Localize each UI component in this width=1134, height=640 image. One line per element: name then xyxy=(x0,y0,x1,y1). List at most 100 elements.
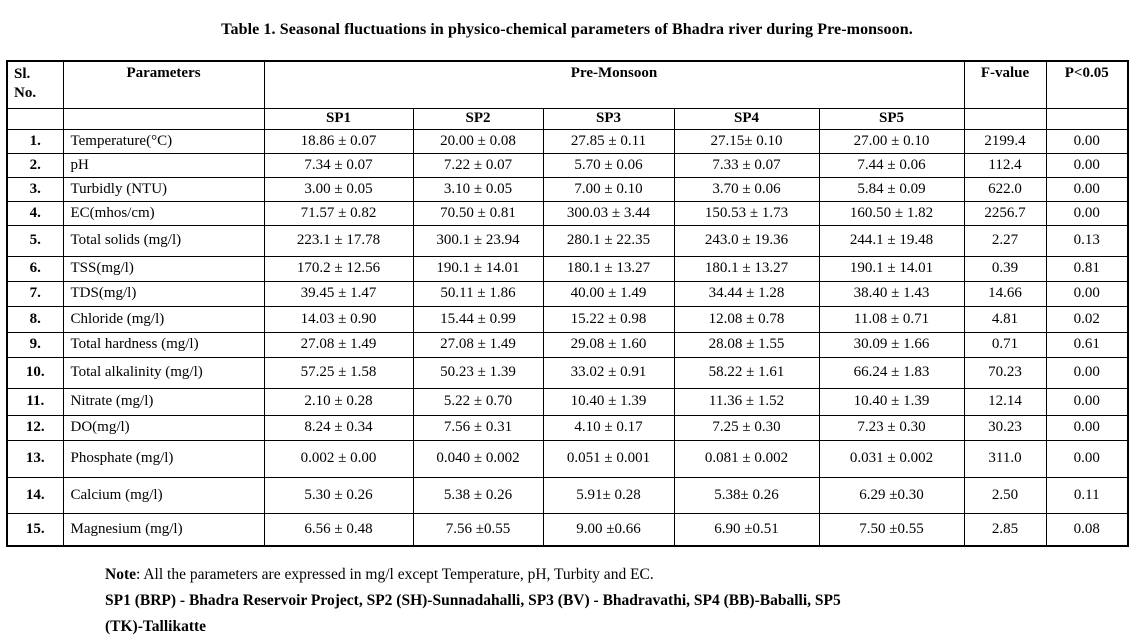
cell-sp5: 10.40 ± 1.39 xyxy=(818,387,965,416)
cell-f: 311.0 xyxy=(963,439,1047,478)
cell-f: 2.27 xyxy=(963,224,1047,257)
cell-param: Phosphate (mg/l) xyxy=(62,439,265,478)
cell-sp1: 5.30 ± 0.26 xyxy=(263,476,414,514)
cell-sp2: 5.22 ± 0.70 xyxy=(412,387,544,416)
cell-f: 2.50 xyxy=(963,476,1047,514)
table-row: 6. TSS(mg/l) 170.2 ± 12.56 190.1 ± 14.01 180… xyxy=(6,255,1129,282)
header-station-sp3: SP3 xyxy=(542,107,675,130)
header-parameters: Parameters xyxy=(62,60,265,109)
note-line: Note: All the parameters are expressed i… xyxy=(105,562,1025,588)
cell-sp3: 280.1 ± 22.35 xyxy=(542,224,675,257)
cell-param: DO(mg/l) xyxy=(62,414,265,441)
cell-sp5: 7.50 ±0.55 xyxy=(818,512,965,547)
cell-sp4: 12.08 ± 0.78 xyxy=(673,305,820,333)
cell-sp2: 3.10 ± 0.05 xyxy=(412,176,544,202)
header-p-value: P<0.05 xyxy=(1045,60,1129,109)
cell-f: 4.81 xyxy=(963,305,1047,333)
cell-sp3: 300.03 ± 3.44 xyxy=(542,200,675,226)
cell-p: 0.00 xyxy=(1045,152,1129,178)
cell-no: 6. xyxy=(6,255,64,282)
cell-param: Temperature(°C) xyxy=(62,128,265,154)
cell-sp4: 243.0 ± 19.36 xyxy=(673,224,820,257)
cell-param: Magnesium (mg/l) xyxy=(62,512,265,547)
cell-sp4: 7.25 ± 0.30 xyxy=(673,414,820,441)
cell-sp4: 180.1 ± 13.27 xyxy=(673,255,820,282)
page-title: Table 1. Seasonal fluctuations in physic… xyxy=(221,21,913,38)
cell-sp4: 5.38± 0.26 xyxy=(673,476,820,514)
cell-sp2: 190.1 ± 14.01 xyxy=(412,255,544,282)
cell-sp3: 180.1 ± 13.27 xyxy=(542,255,675,282)
cell-param: Total alkalinity (mg/l) xyxy=(62,356,265,389)
cell-no: 8. xyxy=(6,305,64,333)
cell-no: 14. xyxy=(6,476,64,514)
header-row-main: Sl. No. Parameters Pre-Monsoon F-value P… xyxy=(6,60,1129,109)
cell-sp2: 7.56 ± 0.31 xyxy=(412,414,544,441)
cell-sp4: 0.081 ± 0.002 xyxy=(673,439,820,478)
cell-p: 0.81 xyxy=(1045,255,1129,282)
cell-sp5: 30.09 ± 1.66 xyxy=(818,331,965,358)
cell-p: 0.13 xyxy=(1045,224,1129,257)
cell-sp5: 0.031 ± 0.002 xyxy=(818,439,965,478)
cell-sp1: 14.03 ± 0.90 xyxy=(263,305,414,333)
cell-param: TSS(mg/l) xyxy=(62,255,265,282)
header-season: Pre-Monsoon xyxy=(263,60,965,109)
table-row: 11. Nitrate (mg/l) 2.10 ± 0.28 5.22 ± 0.70 1… xyxy=(6,387,1129,416)
note-text: : All the parameters are expressed in mg… xyxy=(136,566,654,583)
cell-p: 0.00 xyxy=(1045,387,1129,416)
cell-no: 7. xyxy=(6,280,64,307)
cell-sp2: 7.56 ±0.55 xyxy=(412,512,544,547)
cell-sp1: 170.2 ± 12.56 xyxy=(263,255,414,282)
cell-p: 0.08 xyxy=(1045,512,1129,547)
cell-f: 30.23 xyxy=(963,414,1047,441)
cell-sp5: 160.50 ± 1.82 xyxy=(818,200,965,226)
header-station-sp1: SP1 xyxy=(263,107,414,130)
cell-no: 2. xyxy=(6,152,64,178)
cell-sp3: 29.08 ± 1.60 xyxy=(542,331,675,358)
cell-sp5: 190.1 ± 14.01 xyxy=(818,255,965,282)
cell-f: 12.14 xyxy=(963,387,1047,416)
cell-param: Nitrate (mg/l) xyxy=(62,387,265,416)
cell-sp4: 34.44 ± 1.28 xyxy=(673,280,820,307)
cell-sp5: 5.84 ± 0.09 xyxy=(818,176,965,202)
cell-no: 11. xyxy=(6,387,64,416)
note-stations-legend: SP1 (BRP) - Bhadra Reservoir Project, SP… xyxy=(105,592,841,635)
cell-sp2: 7.22 ± 0.07 xyxy=(412,152,544,178)
table-row: 2. pH 7.34 ± 0.07 7.22 ± 0.07 5.70 ± 0.06 7.3… xyxy=(6,152,1129,178)
cell-p: 0.11 xyxy=(1045,476,1129,514)
cell-sp2: 20.00 ± 0.08 xyxy=(412,128,544,154)
cell-f: 0.39 xyxy=(963,255,1047,282)
cell-param: Turbidly (NTU) xyxy=(62,176,265,202)
cell-p: 0.61 xyxy=(1045,331,1129,358)
cell-sp2: 15.44 ± 0.99 xyxy=(412,305,544,333)
cell-sp4: 6.90 ±0.51 xyxy=(673,512,820,547)
table-note: Note: All the parameters are expressed i… xyxy=(105,562,1025,640)
cell-sp4: 7.33 ± 0.07 xyxy=(673,152,820,178)
cell-p: 0.00 xyxy=(1045,280,1129,307)
header-empty-f xyxy=(963,107,1047,130)
cell-p: 0.00 xyxy=(1045,200,1129,226)
cell-f: 622.0 xyxy=(963,176,1047,202)
cell-sp2: 5.38 ± 0.26 xyxy=(412,476,544,514)
table-row: 1. Temperature(°C) 18.86 ± 0.07 20.00 ± 0.0… xyxy=(6,128,1129,154)
header-empty-p xyxy=(1045,107,1129,130)
cell-param: Chloride (mg/l) xyxy=(62,305,265,333)
table-row: 10. Total alkalinity (mg/l) 57.25 ± 1.58 50… xyxy=(6,356,1129,389)
table-row: 14. Calcium (mg/l) 5.30 ± 0.26 5.38 ± 0.26 5… xyxy=(6,476,1129,514)
cell-sp1: 8.24 ± 0.34 xyxy=(263,414,414,441)
cell-sp4: 3.70 ± 0.06 xyxy=(673,176,820,202)
cell-sp3: 4.10 ± 0.17 xyxy=(542,414,675,441)
cell-sp3: 40.00 ± 1.49 xyxy=(542,280,675,307)
cell-no: 9. xyxy=(6,331,64,358)
cell-sp5: 244.1 ± 19.48 xyxy=(818,224,965,257)
cell-f: 0.71 xyxy=(963,331,1047,358)
table-header: Sl. No. Parameters Pre-Monsoon F-value P… xyxy=(6,60,1129,130)
cell-param: Total hardness (mg/l) xyxy=(62,331,265,358)
cell-param: Calcium (mg/l) xyxy=(62,476,265,514)
cell-no: 4. xyxy=(6,200,64,226)
cell-no: 13. xyxy=(6,439,64,478)
cell-sp5: 6.29 ±0.30 xyxy=(818,476,965,514)
cell-sp1: 2.10 ± 0.28 xyxy=(263,387,414,416)
cell-sp2: 300.1 ± 23.94 xyxy=(412,224,544,257)
cell-no: 3. xyxy=(6,176,64,202)
header-station-sp5: SP5 xyxy=(818,107,965,130)
